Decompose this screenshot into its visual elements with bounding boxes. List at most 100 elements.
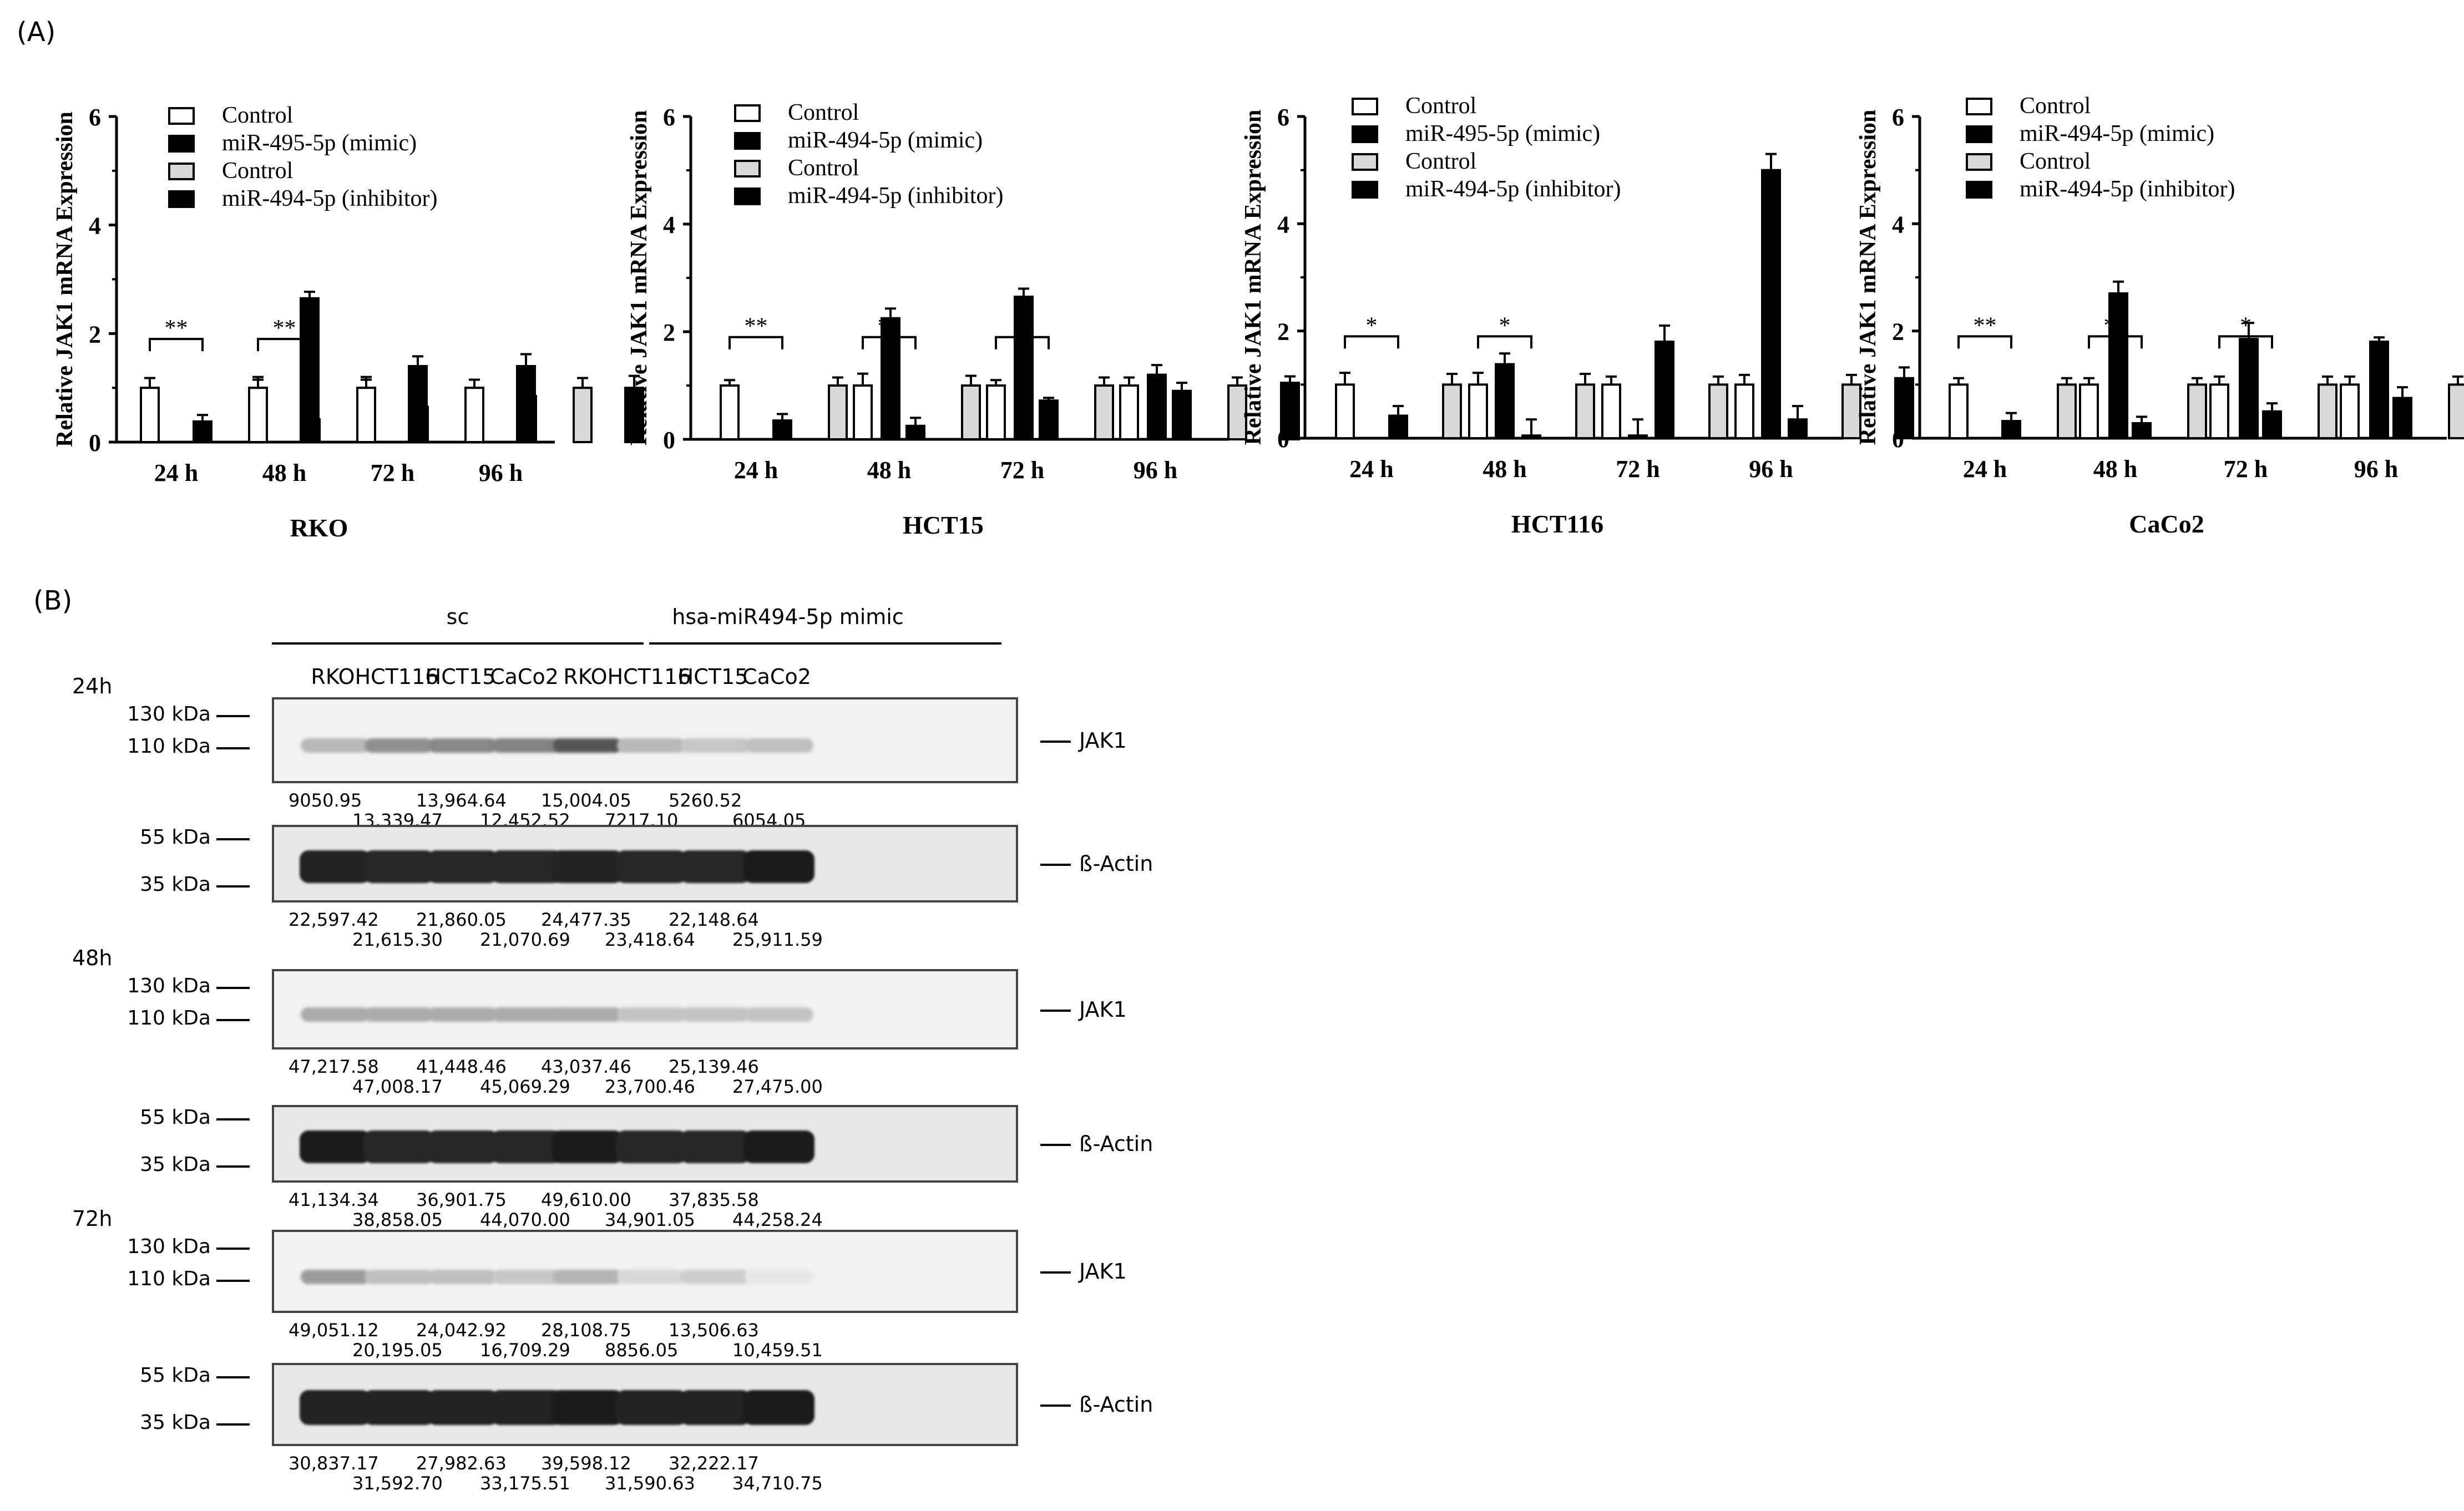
mw-marker: 130 kDa	[127, 1235, 211, 1258]
blot-band	[617, 1269, 686, 1284]
quant-value: 31,592.70	[352, 1473, 443, 1494]
blot-band	[491, 1130, 562, 1163]
quant-value: 21,615.30	[352, 929, 443, 950]
quant-value: 27,475.00	[732, 1076, 823, 1097]
bar	[1894, 377, 1914, 440]
chart-title: HCT15	[903, 511, 984, 539]
legend-swatch	[168, 190, 195, 208]
x-tick-label: 24 h	[1963, 455, 2007, 483]
significance-bracket	[728, 336, 783, 349]
x-tick-label: 72 h	[1000, 457, 1044, 484]
quant-value: 16,709.29	[480, 1340, 570, 1361]
bar	[1172, 389, 1192, 441]
blot-band	[680, 1390, 751, 1425]
significance-bracket	[1957, 335, 2012, 349]
band-name-tick	[1040, 1144, 1071, 1146]
y-tick-label: 2	[663, 319, 675, 346]
significance-bracket	[1344, 335, 1399, 349]
significance-bracket	[149, 338, 204, 352]
band-name-tick	[1040, 1271, 1071, 1274]
quant-value: 41,134.34	[289, 1189, 379, 1210]
blot-band	[427, 1130, 498, 1163]
blot-band	[428, 738, 497, 753]
x-tick-label: 48 h	[2093, 455, 2137, 483]
mw-marker-tick	[216, 1248, 250, 1250]
bar	[1119, 384, 1139, 440]
bar	[193, 420, 212, 443]
blot-band	[552, 1390, 623, 1425]
group-label-sc: sc	[446, 605, 469, 629]
bar	[2001, 420, 2021, 439]
significance-label: **	[745, 314, 768, 339]
legend-label: miR-494-5p (inhibitor)	[1405, 176, 1621, 202]
legend-label: Control	[1405, 149, 1476, 174]
blot-band	[681, 738, 750, 753]
mw-marker-tick	[216, 1376, 250, 1378]
bar	[1788, 418, 1808, 440]
significance-bracket	[2218, 335, 2273, 349]
actin-blot	[272, 1363, 1018, 1446]
bar	[853, 384, 873, 440]
bar	[573, 387, 593, 444]
bar	[1655, 341, 1674, 439]
y-axis-label: Relative JAK1 mRNA Expression	[52, 111, 78, 447]
lane-label: HCT116	[355, 665, 439, 689]
mw-marker: 110 kDa	[127, 735, 211, 758]
y-tick-label: 4	[1277, 211, 1289, 238]
quant-value: 5260.52	[669, 790, 742, 811]
timepoint-label: 24h	[72, 674, 113, 698]
quant-value: 34,710.75	[732, 1473, 823, 1494]
bar	[2239, 338, 2259, 440]
quant-value: 27,982.63	[416, 1453, 507, 1474]
legend-swatch	[734, 187, 761, 205]
x-tick-label: 96 h	[2354, 455, 2398, 483]
x-tick-label: 96 h	[1749, 455, 1793, 483]
blot-band	[491, 850, 562, 883]
y-tick-label: 2	[89, 321, 101, 348]
band-name-tick	[1040, 1404, 1071, 1407]
bar	[2262, 410, 2282, 440]
bar	[1094, 384, 1114, 440]
mw-marker-tick	[216, 1118, 250, 1120]
band-name-tick	[1040, 1009, 1071, 1012]
quant-value: 28,108.75	[541, 1320, 631, 1341]
legend-label: miR-494-5p (inhibitor)	[222, 186, 437, 211]
y-tick-label: 6	[89, 104, 101, 131]
blot-band	[553, 738, 622, 753]
y-tick-label: 0	[663, 427, 675, 454]
blot-band	[300, 850, 371, 883]
legend-swatch	[1966, 98, 1992, 115]
blot-band	[300, 1130, 371, 1163]
legend-label: miR-494-5p (mimic)	[788, 128, 983, 153]
legend-swatch	[1352, 98, 1378, 115]
bar	[772, 419, 792, 440]
significance-bracket	[257, 338, 312, 352]
quant-value: 21,070.69	[480, 929, 570, 950]
lane-label: HCT15	[425, 665, 496, 689]
bar	[1147, 373, 1167, 440]
significance-label: *	[2240, 313, 2252, 338]
mw-marker: 35 kDa	[140, 873, 211, 896]
bar	[248, 387, 268, 444]
quant-value: 23,700.46	[605, 1076, 695, 1097]
blot-band	[681, 1269, 750, 1284]
group-label-mimic: hsa-miR494-5p mimic	[672, 605, 904, 629]
bar	[2340, 383, 2360, 439]
x-tick-label: 72 h	[2224, 455, 2268, 483]
quant-value: 10,459.51	[732, 1340, 823, 1361]
quant-value: 47,008.17	[352, 1076, 443, 1097]
bar	[961, 384, 981, 440]
bar	[624, 387, 644, 444]
band-name-actin: ß-Actin	[1079, 1392, 1153, 1417]
bar	[1039, 399, 1059, 440]
mw-marker-tick	[216, 1280, 250, 1282]
panel-b-label: (B)	[33, 585, 73, 616]
group-line-mimic	[649, 642, 1001, 645]
quant-value: 31,590.63	[605, 1473, 695, 1494]
bar	[1495, 363, 1515, 439]
legend-swatch	[1352, 181, 1378, 199]
x-tick-label: 96 h	[479, 459, 523, 486]
legend-swatch	[734, 160, 761, 178]
y-tick-label: 0	[89, 429, 101, 457]
quant-value: 34,901.05	[605, 1209, 695, 1230]
